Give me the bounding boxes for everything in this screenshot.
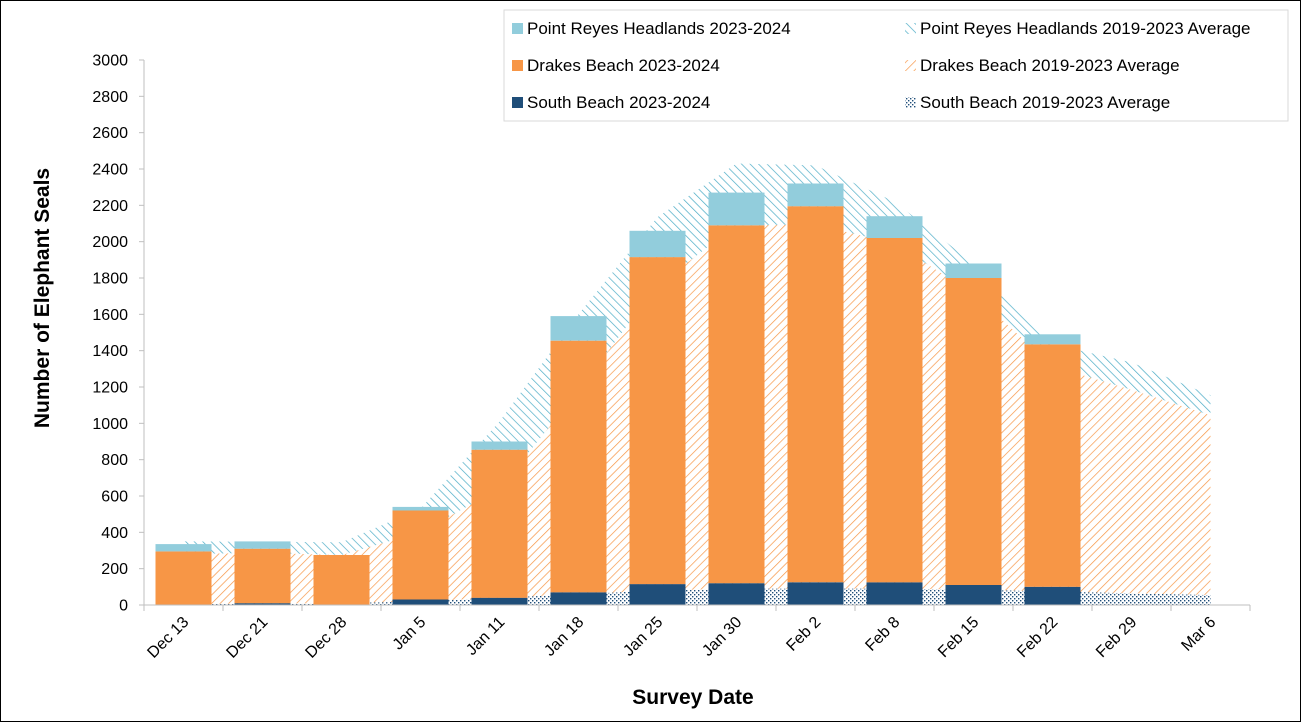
- legend: Point Reyes Headlands 2023-2024 Point Rey…: [503, 9, 1289, 122]
- bar-south-beach-2023-2024-jan-5: [392, 599, 449, 605]
- bar-point-reyes-headlands-2023-2024-jan-30: [708, 192, 765, 226]
- y-tick-label: 2000: [92, 234, 128, 251]
- legend-label-drakes-beach-2023-2024: Drakes Beach 2023-2024: [527, 56, 720, 75]
- bar-point-reyes-headlands-2023-2024-jan-11: [471, 441, 528, 450]
- legend-label-south-beach-2023-2024: South Beach 2023-2024: [527, 93, 710, 112]
- y-tick-label: 2800: [92, 89, 128, 106]
- x-tick-label: Feb 29: [1093, 614, 1140, 661]
- bar-drakes-beach-2023-2024-jan-30: [708, 225, 765, 584]
- bar-drakes-beach-2023-2024-dec-28: [313, 555, 370, 605]
- bar-south-beach-2023-2024-jan-18: [550, 592, 607, 605]
- y-tick-label: 1200: [92, 380, 128, 397]
- legend-swatch-point-reyes-headlands-2023-2024: [512, 23, 523, 34]
- bar-point-reyes-headlands-2023-2024-dec-21: [234, 541, 291, 549]
- bar-drakes-beach-2023-2024-feb-2: [787, 206, 844, 583]
- bar-drakes-beach-2023-2024-jan-25: [629, 257, 686, 585]
- bar-south-beach-2023-2024-feb-15: [945, 585, 1002, 605]
- y-axis-title: Number of Elephant Seals: [31, 168, 54, 428]
- y-tick-label: 3000: [92, 53, 128, 70]
- x-tick-label: Feb 15: [935, 614, 982, 661]
- legend-swatch-drakes-beach-2019-2023-average: [905, 60, 916, 71]
- legend-label-point-reyes-headlands-2023-2024: Point Reyes Headlands 2023-2024: [527, 19, 791, 38]
- bar-point-reyes-headlands-2023-2024-feb-2: [787, 183, 844, 207]
- y-tick-label: 800: [101, 452, 128, 469]
- bar-drakes-beach-2023-2024-jan-11: [471, 449, 528, 598]
- y-tick-label: 0: [119, 598, 128, 615]
- area-point-reyes-headlands-2019-2023-average: [183, 163, 1211, 555]
- bar-south-beach-2023-2024-jan-25: [629, 584, 686, 605]
- bar-drakes-beach-2023-2024-jan-18: [550, 340, 607, 593]
- y-tick-label: 1600: [92, 307, 128, 324]
- bar-drakes-beach-2023-2024-feb-8: [866, 238, 923, 583]
- x-tick-label: Jan 5: [390, 614, 430, 654]
- bar-south-beach-2023-2024-jan-30: [708, 583, 765, 605]
- x-tick-label: Dec 21: [223, 614, 271, 662]
- legend-label-drakes-beach-2019-2023-average: Drakes Beach 2019-2023 Average: [920, 56, 1180, 75]
- bar-south-beach-2023-2024-feb-8: [866, 582, 923, 605]
- y-tick-label: 2400: [92, 162, 128, 179]
- y-tick-label: 400: [101, 525, 128, 542]
- x-tick-label: Jan 18: [541, 614, 587, 660]
- bar-point-reyes-headlands-2023-2024-jan-18: [550, 316, 607, 341]
- x-tick-label: Dec 13: [144, 614, 192, 662]
- bar-drakes-beach-2023-2024-dec-13: [155, 551, 212, 605]
- legend-swatch-south-beach-2019-2023-average: [905, 97, 916, 108]
- x-tick-label: Feb 22: [1014, 614, 1061, 661]
- bar-drakes-beach-2023-2024-feb-15: [945, 278, 1002, 585]
- bar-point-reyes-headlands-2023-2024-feb-22: [1024, 334, 1081, 345]
- y-tick-label: 600: [101, 489, 128, 506]
- bar-point-reyes-headlands-2023-2024-feb-8: [866, 216, 923, 238]
- y-tick-label: 2600: [92, 125, 128, 142]
- x-tick-label: Feb 8: [862, 614, 903, 655]
- x-tick-label: Dec 28: [302, 614, 350, 662]
- legend-swatch-drakes-beach-2023-2024: [512, 60, 523, 71]
- y-tick-label: 2200: [92, 198, 128, 215]
- x-tick-label: Jan 11: [463, 614, 508, 659]
- y-tick-label: 1400: [92, 343, 128, 360]
- bar-point-reyes-headlands-2023-2024-jan-5: [392, 506, 449, 511]
- legend-swatch-south-beach-2023-2024: [512, 97, 523, 108]
- bar-south-beach-2023-2024-feb-22: [1024, 586, 1081, 605]
- season-bars: [155, 183, 1081, 605]
- legend-swatch-point-reyes-headlands-2019-2023-average: [905, 23, 916, 34]
- legend-box: [503, 9, 1289, 122]
- x-tick-label: Jan 30: [699, 614, 745, 660]
- y-tick-label: 1800: [92, 271, 128, 288]
- bar-south-beach-2023-2024-jan-11: [471, 597, 528, 605]
- bar-point-reyes-headlands-2023-2024-jan-25: [629, 230, 686, 258]
- y-tick-label: 200: [101, 561, 128, 578]
- bar-drakes-beach-2023-2024-jan-5: [392, 510, 449, 600]
- bar-south-beach-2023-2024-dec-21: [234, 603, 291, 605]
- bar-point-reyes-headlands-2023-2024-feb-15: [945, 263, 1002, 278]
- bar-drakes-beach-2023-2024-feb-22: [1024, 344, 1081, 587]
- x-tick-label: Feb 2: [783, 614, 824, 655]
- bar-drakes-beach-2023-2024-dec-21: [234, 548, 291, 604]
- x-axis-title: Survey Date: [632, 686, 753, 709]
- x-tick-label: Jan 25: [620, 614, 666, 660]
- bar-south-beach-2023-2024-feb-2: [787, 582, 844, 605]
- x-tick-label: Mar 6: [1178, 614, 1219, 655]
- y-tick-label: 1000: [92, 416, 128, 433]
- legend-label-point-reyes-headlands-2019-2023-average: Point Reyes Headlands 2019-2023 Average: [920, 19, 1250, 38]
- bar-point-reyes-headlands-2023-2024-dec-13: [155, 544, 212, 552]
- legend-label-south-beach-2019-2023-average: South Beach 2019-2023 Average: [920, 93, 1170, 112]
